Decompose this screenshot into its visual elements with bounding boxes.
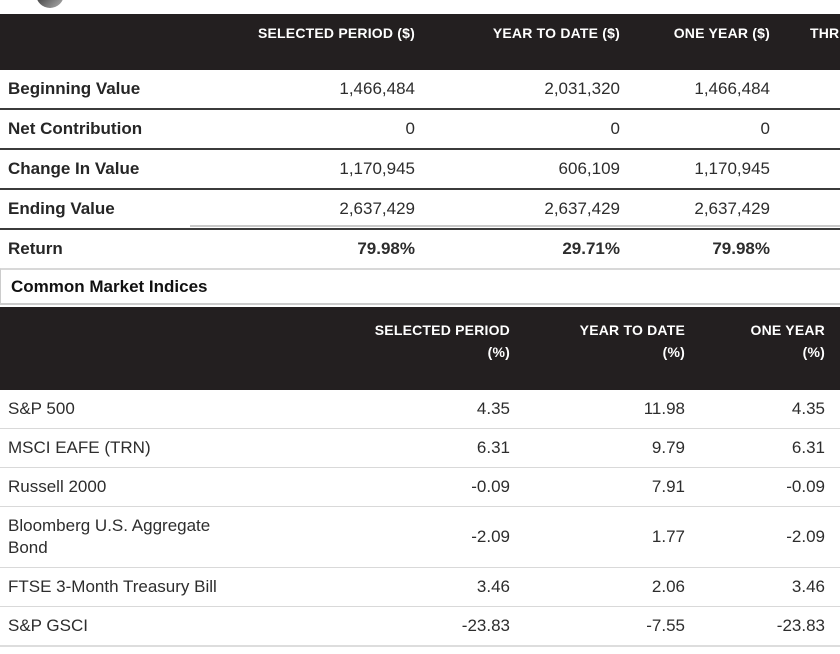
row-label: Net Contribution bbox=[0, 109, 210, 150]
cell-value: 3.46 bbox=[250, 567, 510, 607]
index-label: MSCI EAFE (TRN) bbox=[0, 428, 250, 468]
cell-value: 2,031,320 bbox=[415, 70, 620, 110]
cell-value: 2,637,429 bbox=[415, 189, 620, 230]
cell-value: 29.71% bbox=[562, 239, 620, 258]
cell-value: -0.09 bbox=[685, 467, 825, 507]
cell-value: -2.09 bbox=[250, 506, 510, 568]
cell-value: 0 bbox=[210, 109, 415, 150]
cell-empty bbox=[770, 189, 840, 230]
table-row: S&P 500 4.35 11.98 4.35 bbox=[0, 390, 840, 429]
table-row: Return 79.98% 29.71% 79.98% bbox=[0, 229, 840, 268]
cell-value: 1,466,484 bbox=[620, 70, 770, 110]
header-unit: (%) bbox=[662, 344, 685, 360]
cell-value: 1,170,945 bbox=[620, 149, 770, 190]
cell-value: 2.06 bbox=[510, 567, 685, 607]
header-line: YEAR TO DATE bbox=[579, 322, 685, 338]
cell-value: 606,109 bbox=[415, 149, 620, 190]
partial-circle-icon[interactable] bbox=[36, 0, 64, 8]
cell-value: 1,466,484 bbox=[210, 70, 415, 110]
header-selected-period: SELECTED PERIOD ($) bbox=[210, 14, 415, 70]
index-label: S&P GSCI bbox=[0, 606, 250, 647]
table-row: Beginning Value 1,466,484 2,031,320 1,46… bbox=[0, 70, 840, 110]
row-label: Return bbox=[8, 239, 63, 258]
table-row: Russell 2000 -0.09 7.91 -0.09 bbox=[0, 467, 840, 507]
cell-value: 4.35 bbox=[250, 390, 510, 429]
header-year-to-date: YEAR TO DATE ($) bbox=[415, 14, 620, 70]
cell-value: -0.09 bbox=[250, 467, 510, 507]
cell-value: 1.77 bbox=[510, 506, 685, 568]
row-label: Change In Value bbox=[0, 149, 210, 190]
section-title: Common Market Indices bbox=[0, 268, 840, 305]
header-line: SELECTED PERIOD bbox=[374, 322, 510, 338]
cell-value: 7.91 bbox=[510, 467, 685, 507]
cell-value: 1,170,945 bbox=[210, 149, 415, 190]
index-label: S&P 500 bbox=[0, 390, 250, 429]
cell-value: 2,637,429 bbox=[620, 189, 770, 230]
table-row: Bloomberg U.S. Aggregate Bond -2.09 1.77… bbox=[0, 506, 840, 568]
cell-value: 11.98 bbox=[510, 390, 685, 429]
cell-spacer bbox=[825, 606, 840, 647]
index-label: Russell 2000 bbox=[0, 467, 250, 507]
performance-table: SELECTED PERIOD ($) YEAR TO DATE ($) ONE… bbox=[0, 14, 840, 268]
cell-value: 3.46 bbox=[685, 567, 825, 607]
table-row: MSCI EAFE (TRN) 6.31 9.79 6.31 bbox=[0, 428, 840, 468]
cell-spacer bbox=[825, 567, 840, 607]
header-year-to-date-pct: YEAR TO DATE (%) bbox=[510, 307, 685, 390]
cell-spacer bbox=[825, 390, 840, 429]
table-row: Change In Value 1,170,945 606,109 1,170,… bbox=[0, 149, 840, 190]
cell-value: 79.98% bbox=[357, 239, 415, 258]
cell-value: 6.31 bbox=[250, 428, 510, 468]
cell-value: -7.55 bbox=[510, 606, 685, 647]
cell-value: 9.79 bbox=[510, 428, 685, 468]
indices-table: SELECTED PERIOD (%) YEAR TO DATE (%) ONE… bbox=[0, 307, 840, 647]
cell-value: 2,637,429 bbox=[210, 189, 415, 230]
cell-value: 4.35 bbox=[685, 390, 825, 429]
cell-empty bbox=[770, 149, 840, 190]
cell-value: 6.31 bbox=[685, 428, 825, 468]
performance-table-header: SELECTED PERIOD ($) YEAR TO DATE ($) ONE… bbox=[0, 14, 840, 70]
indices-table-header: SELECTED PERIOD (%) YEAR TO DATE (%) ONE… bbox=[0, 307, 840, 390]
header-empty-cell bbox=[0, 14, 210, 70]
cell-spacer bbox=[825, 467, 840, 507]
cell-empty bbox=[770, 109, 840, 150]
header-unit: (%) bbox=[487, 344, 510, 360]
cell-value: -23.83 bbox=[250, 606, 510, 647]
header-spacer bbox=[825, 307, 840, 390]
index-label: Bloomberg U.S. Aggregate Bond bbox=[0, 506, 250, 568]
header-three-year-clipped: THR bbox=[770, 14, 840, 70]
cell-empty bbox=[770, 70, 840, 110]
cell-spacer bbox=[825, 428, 840, 468]
horizontal-scrollbar-track[interactable] bbox=[190, 225, 840, 227]
cell-value: -2.09 bbox=[685, 506, 825, 568]
table-row: S&P GSCI -23.83 -7.55 -23.83 bbox=[0, 606, 840, 647]
index-label: FTSE 3-Month Treasury Bill bbox=[0, 567, 250, 607]
top-strip bbox=[0, 0, 840, 14]
cell-value: 79.98% bbox=[712, 239, 770, 258]
cell-value: -23.83 bbox=[685, 606, 825, 647]
header-empty-cell bbox=[0, 307, 250, 390]
row-label: Ending Value bbox=[0, 189, 210, 230]
header-line: ONE YEAR bbox=[750, 322, 825, 338]
header-one-year: ONE YEAR ($) bbox=[620, 14, 770, 70]
table-row: Ending Value 2,637,429 2,637,429 2,637,4… bbox=[0, 189, 840, 230]
row-label: Beginning Value bbox=[0, 70, 210, 110]
table-row: FTSE 3-Month Treasury Bill 3.46 2.06 3.4… bbox=[0, 567, 840, 607]
cell-value: 0 bbox=[620, 109, 770, 150]
cell-value: 0 bbox=[415, 109, 620, 150]
cell-empty bbox=[770, 229, 840, 268]
table-row: Net Contribution 0 0 0 bbox=[0, 109, 840, 150]
header-unit: (%) bbox=[802, 344, 825, 360]
header-selected-period-pct: SELECTED PERIOD (%) bbox=[250, 307, 510, 390]
header-one-year-pct: ONE YEAR (%) bbox=[685, 307, 825, 390]
cell-spacer bbox=[825, 506, 840, 568]
